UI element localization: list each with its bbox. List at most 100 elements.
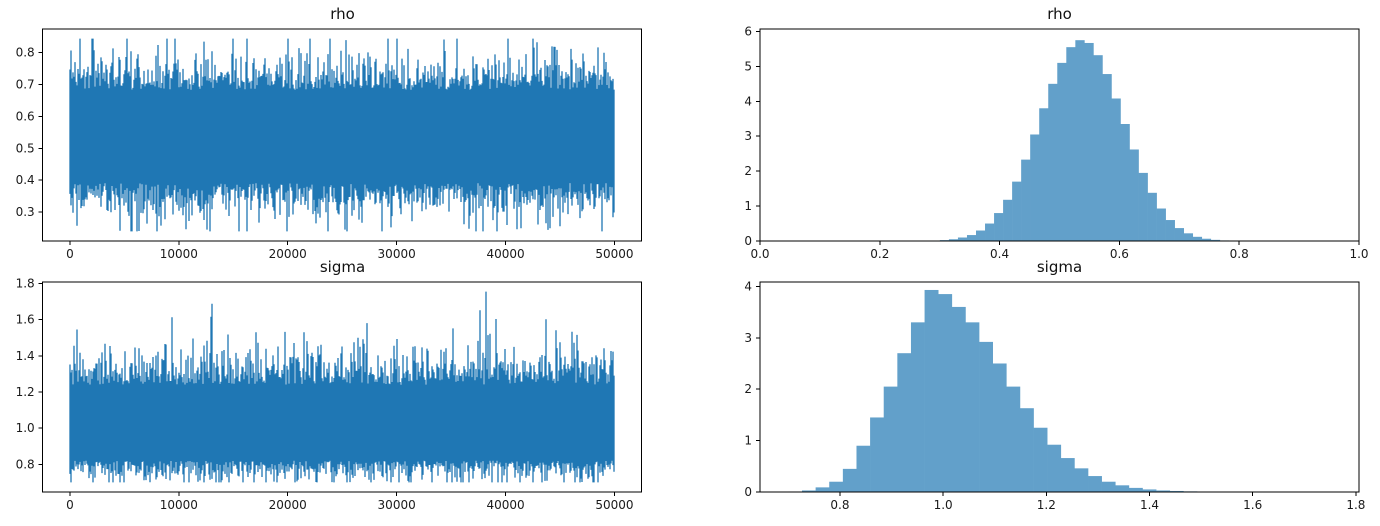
- x-tick-label: 0.6: [1110, 247, 1129, 261]
- y-tick-label: 0.7: [16, 77, 35, 91]
- y-tick-label: 1.8: [16, 276, 35, 290]
- hist-bar: [1210, 239, 1221, 241]
- hist-bar: [1102, 74, 1112, 241]
- y-tick-label: 3: [744, 331, 752, 345]
- hist-bar: [1021, 159, 1031, 241]
- y-tick-label: 5: [744, 59, 752, 73]
- x-tick-label: 1.2: [1037, 498, 1056, 512]
- y-tick-label: 0: [744, 485, 752, 499]
- sigma-hist-axes-box: [759, 281, 1360, 493]
- sigma-hist-bars: [788, 289, 1334, 492]
- rho-trace-series: [69, 38, 615, 232]
- hist-bar: [1084, 42, 1094, 241]
- hist-bar: [856, 445, 871, 492]
- x-tick-label: 50000: [595, 247, 633, 261]
- x-tick-label: 30000: [378, 247, 416, 261]
- sigma-trace-plot: 0 10000 20000 30000 40000 50000 0.8 1.0 1.2 1.4 1.…: [16, 276, 643, 512]
- x-tick-label: 50000: [595, 498, 633, 512]
- x-tick-label: 20000: [269, 498, 307, 512]
- x-tick-label: 0.0: [750, 247, 769, 261]
- x-tick-label: 0.2: [870, 247, 889, 261]
- x-tick-label: 1.0: [934, 498, 953, 512]
- hist-bar: [1138, 172, 1148, 241]
- hist-bar: [994, 213, 1004, 241]
- y-tick-label: 1.4: [16, 349, 35, 363]
- y-tick-label: 2: [744, 164, 752, 178]
- x-tick-label: 0: [66, 498, 74, 512]
- hist-bar: [1060, 458, 1075, 492]
- hist-bar: [815, 487, 830, 492]
- y-tick-label: 0.6: [16, 109, 35, 123]
- y-tick-label: 4: [744, 94, 752, 108]
- hist-bar: [979, 341, 993, 492]
- plot-title-rho-hist: rho: [1047, 5, 1072, 23]
- x-tick-label: 10000: [160, 498, 198, 512]
- hist-bar: [957, 237, 968, 241]
- x-tick-label: 40000: [486, 247, 524, 261]
- hist-bar: [985, 223, 995, 241]
- hist-bar: [966, 235, 977, 241]
- x-tick-label: 1.6: [1243, 498, 1262, 512]
- hist-bar: [1169, 490, 1184, 492]
- hist-bar: [1129, 149, 1139, 241]
- hist-bar: [910, 322, 925, 492]
- x-tick-label: 0.8: [1230, 247, 1249, 261]
- hist-bar: [1142, 489, 1157, 492]
- hist-bar: [992, 363, 1007, 492]
- y-tick-label: 1.0: [16, 421, 35, 435]
- rho-hist-axes-box: [759, 28, 1360, 242]
- x-tick-label: 0.4: [990, 247, 1009, 261]
- y-tick-label: 0.3: [16, 205, 35, 219]
- y-tick-label: 0.4: [16, 173, 35, 187]
- hist-bar: [1030, 134, 1040, 241]
- x-tick-label: 1.8: [1346, 498, 1365, 512]
- hist-bar: [1156, 490, 1171, 492]
- x-tick-label: 20000: [269, 247, 307, 261]
- hist-bar: [1147, 192, 1157, 241]
- hist-bar: [883, 386, 898, 492]
- hist-bar: [1192, 236, 1203, 241]
- sigma-trace-axes-box: [42, 281, 643, 493]
- y-tick-label: 6: [744, 24, 752, 38]
- hist-bar: [1165, 220, 1175, 241]
- hist-bar: [1075, 40, 1085, 242]
- hist-bar: [1047, 444, 1062, 492]
- hist-bar: [1120, 124, 1130, 241]
- y-tick-label: 1: [744, 434, 752, 448]
- y-tick-label: 0.5: [16, 141, 35, 155]
- x-tick-label: 1.0: [1349, 247, 1368, 261]
- y-tick-label: 4: [744, 279, 752, 293]
- y-tick-label: 0.8: [16, 457, 35, 471]
- x-tick-label: 30000: [378, 498, 416, 512]
- hist-bar: [924, 289, 939, 492]
- hist-bar: [870, 417, 885, 492]
- y-tick-label: 0: [744, 234, 752, 248]
- hist-bar: [976, 230, 986, 241]
- hist-bar: [1006, 386, 1021, 492]
- hist-bar: [829, 481, 844, 492]
- rho-trace-plot: 0 10000 20000 30000 40000 50000 0.3 0.4 0.5 0.6 0.…: [16, 28, 643, 261]
- hist-bar: [1003, 199, 1013, 241]
- x-tick-label: 0: [66, 247, 74, 261]
- hist-bar: [938, 294, 953, 492]
- hist-bar: [1201, 238, 1212, 241]
- hist-bar: [1128, 487, 1143, 492]
- hist-bar: [1174, 228, 1184, 241]
- rho-hist-bars: [912, 40, 1257, 242]
- hist-bar: [1039, 108, 1049, 241]
- hist-bar: [1033, 427, 1048, 492]
- y-tick-label: 2: [744, 382, 752, 396]
- x-tick-label: 10000: [160, 247, 198, 261]
- hist-bar: [1066, 47, 1076, 241]
- hist-bar: [1093, 55, 1103, 241]
- hist-bar: [951, 306, 966, 492]
- hist-bar: [1048, 83, 1058, 241]
- plot-title-rho-trace: rho: [330, 5, 355, 23]
- plot-title-sigma-hist: sigma: [1036, 258, 1083, 276]
- x-tick-label: 1.4: [1140, 498, 1159, 512]
- hist-bar: [1115, 485, 1130, 492]
- hist-bar: [965, 322, 980, 492]
- x-tick-label: 40000: [486, 498, 524, 512]
